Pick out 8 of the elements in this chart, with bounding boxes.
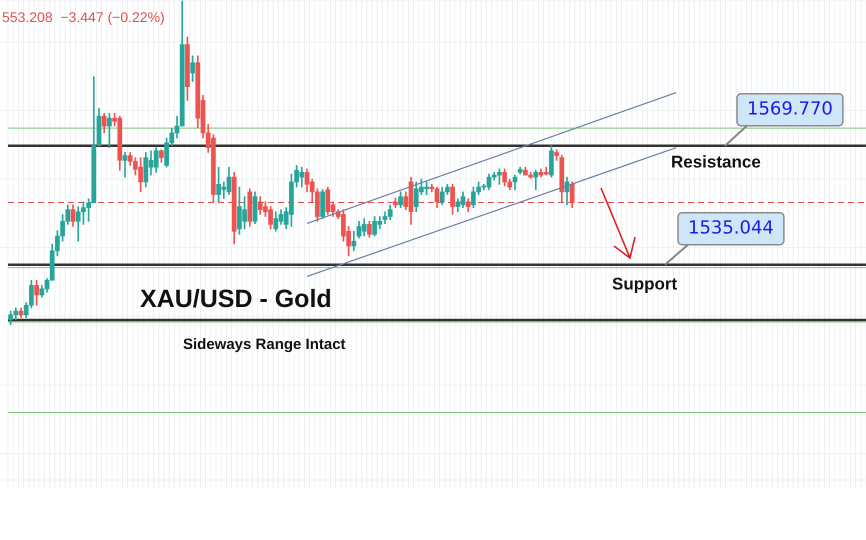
ref-line-label: 1535.044 xyxy=(688,217,774,238)
text: XAU/USD - Gold xyxy=(140,284,332,313)
annotation: Support xyxy=(612,274,678,294)
annotation: 553.208 −3.447 (−0.22%) xyxy=(2,8,165,25)
ref-line-label: 1569.770 xyxy=(747,98,833,120)
annotation: Resistance xyxy=(671,152,761,172)
candlestick xyxy=(122,152,128,178)
text: Sideways Range Intact xyxy=(183,336,346,354)
